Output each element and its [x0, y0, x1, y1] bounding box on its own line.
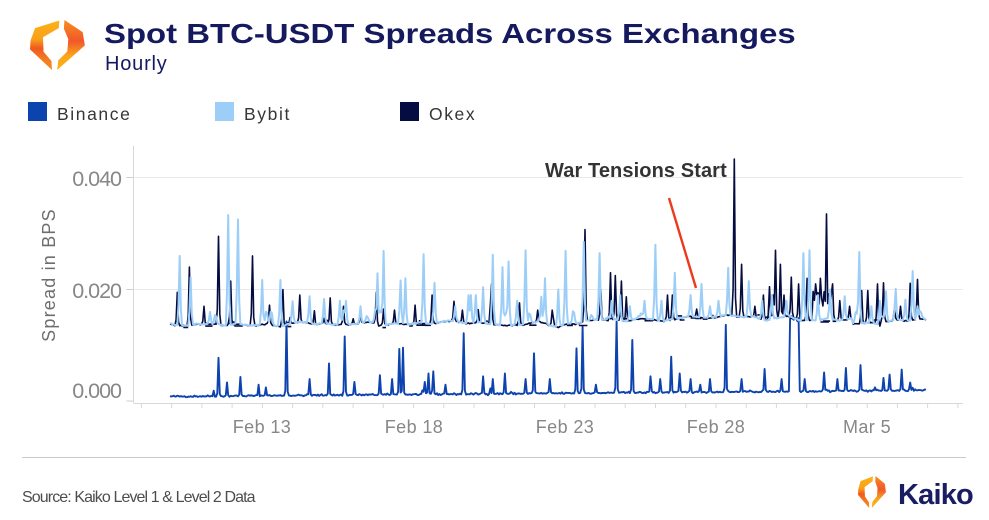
svg-text:Feb 18: Feb 18 [385, 417, 443, 437]
svg-text:Feb 13: Feb 13 [233, 417, 291, 437]
svg-text:0.000: 0.000 [72, 379, 122, 403]
svg-text:Mar 5: Mar 5 [843, 417, 891, 437]
svg-text:Feb 28: Feb 28 [687, 417, 745, 437]
svg-text:0.040: 0.040 [72, 167, 122, 191]
svg-text:Spread in BPS: Spread in BPS [39, 208, 59, 342]
svg-text:0.020: 0.020 [72, 279, 122, 303]
svg-text:Feb 23: Feb 23 [536, 417, 594, 437]
